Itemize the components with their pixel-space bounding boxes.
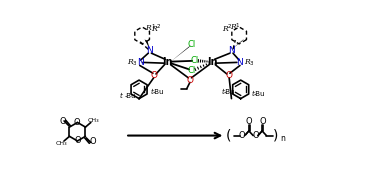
Text: R: R (127, 58, 133, 66)
Text: N: N (236, 58, 243, 67)
Text: In: In (162, 57, 173, 67)
Text: R: R (244, 58, 250, 66)
Text: 1: 1 (235, 23, 239, 28)
Text: 3: 3 (132, 61, 136, 66)
Text: R: R (222, 24, 228, 33)
Text: Cl: Cl (187, 40, 195, 49)
Text: t: t (150, 89, 153, 95)
Text: O: O (73, 118, 80, 127)
Text: t: t (251, 91, 254, 97)
Text: N: N (228, 46, 235, 55)
Text: O: O (246, 117, 253, 126)
Text: t: t (119, 93, 122, 98)
Text: -Bu: -Bu (124, 93, 136, 98)
Text: -Bu: -Bu (254, 91, 265, 97)
Text: R: R (230, 23, 236, 31)
Text: In: In (207, 57, 217, 67)
Text: 1: 1 (151, 24, 155, 29)
Polygon shape (170, 45, 191, 62)
Text: O: O (252, 131, 259, 140)
Text: 2: 2 (228, 24, 231, 30)
Text: O: O (186, 76, 194, 85)
Text: 2: 2 (156, 24, 160, 30)
Text: Cl: Cl (187, 66, 195, 75)
Text: O: O (75, 136, 82, 145)
Text: 3: 3 (249, 61, 253, 66)
Text: N: N (146, 46, 153, 55)
Text: n: n (280, 134, 285, 143)
Text: -Bu: -Bu (153, 89, 164, 95)
Text: Cl: Cl (191, 56, 198, 65)
Text: R: R (146, 24, 151, 32)
Text: O: O (59, 117, 66, 126)
Text: O: O (89, 137, 96, 146)
Text: O: O (259, 117, 266, 126)
Text: CH₃: CH₃ (56, 141, 68, 146)
Text: -Bu: -Bu (224, 89, 235, 95)
Text: O: O (239, 131, 246, 140)
Text: O: O (226, 71, 232, 80)
Text: CH₃: CH₃ (87, 118, 99, 123)
Text: ): ) (273, 129, 278, 143)
Text: R: R (151, 24, 156, 33)
Polygon shape (144, 39, 150, 49)
Text: t: t (222, 89, 224, 95)
Polygon shape (231, 39, 244, 49)
Text: O: O (150, 71, 157, 80)
Text: N: N (137, 58, 144, 67)
Text: (: ( (226, 129, 231, 143)
